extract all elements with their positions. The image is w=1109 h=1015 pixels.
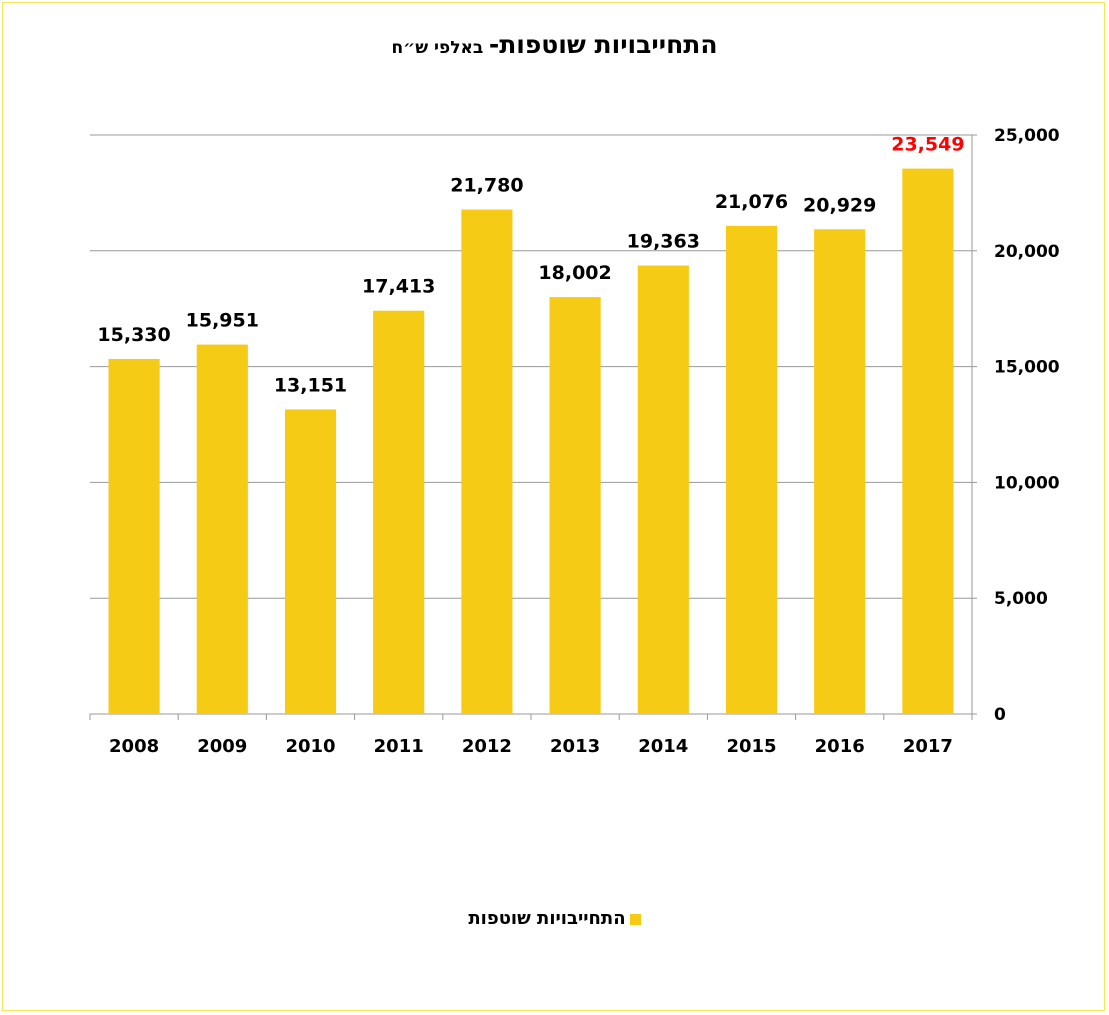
y-tick-label: 5,000 <box>994 589 1048 609</box>
data-label: 15,951 <box>186 310 259 332</box>
x-tick-label: 2008 <box>109 736 159 757</box>
chart-title: התחייבויות שוטפות- באלפי ש״ח <box>0 30 1109 59</box>
x-tick-label: 2011 <box>374 736 424 757</box>
data-label: 19,363 <box>627 231 700 253</box>
bar <box>373 310 425 714</box>
data-label: 15,330 <box>97 324 170 346</box>
legend: התחייבויות שוטפות <box>0 908 1109 929</box>
data-label: 17,413 <box>362 276 435 298</box>
chart-title-sub: באלפי ש״ח <box>391 38 484 58</box>
data-label: 20,929 <box>803 194 876 216</box>
data-label: 21,076 <box>715 191 788 213</box>
x-tick-label: 2010 <box>285 736 335 757</box>
x-tick-label: 2015 <box>726 736 776 757</box>
bar <box>284 409 337 714</box>
data-label: 13,151 <box>274 374 347 396</box>
x-tick-label: 2016 <box>815 736 865 757</box>
y-tick-label: 25,000 <box>994 126 1060 146</box>
x-tick-label: 2017 <box>903 736 953 757</box>
legend-swatch <box>629 913 641 925</box>
legend-label: התחייבויות שוטפות <box>468 908 626 929</box>
bar <box>108 358 160 714</box>
x-tick-label: 2009 <box>197 736 247 757</box>
x-tick-label: 2013 <box>550 736 600 757</box>
bar <box>637 265 689 714</box>
bar <box>196 344 248 714</box>
bar <box>725 225 778 715</box>
x-tick-label: 2012 <box>462 736 512 757</box>
bar <box>902 168 954 714</box>
data-label: 21,780 <box>450 175 523 197</box>
bar <box>549 297 601 714</box>
y-tick-label: 20,000 <box>994 242 1060 262</box>
data-label: 23,549 <box>891 134 964 156</box>
x-tick-label: 2014 <box>638 736 688 757</box>
y-tick-label: 0 <box>994 705 1006 725</box>
chart-title-main: התחייבויות שוטפות- <box>488 30 718 59</box>
y-tick-label: 10,000 <box>994 473 1060 493</box>
y-tick-label: 15,000 <box>994 358 1060 378</box>
bar <box>461 209 513 714</box>
data-label: 18,002 <box>538 262 611 284</box>
bar <box>814 229 866 714</box>
